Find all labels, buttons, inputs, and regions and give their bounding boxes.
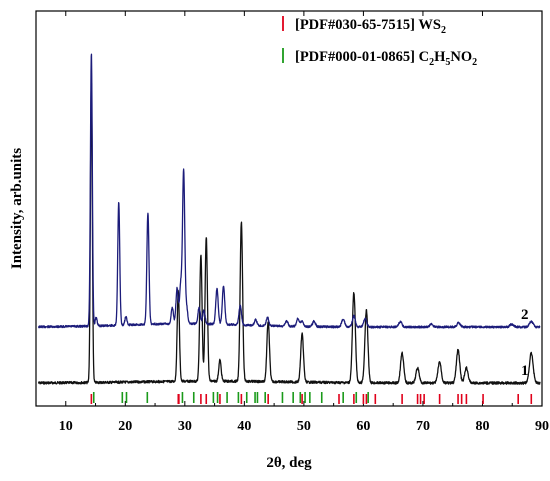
x-axis-label: 2θ, deg	[266, 455, 312, 471]
y-axis-label: Intensity, arb.units	[9, 148, 25, 269]
series-2-label: 2	[521, 307, 529, 323]
x-tick-label: 30	[178, 419, 192, 434]
series-1-line	[37, 82, 541, 385]
series-2-line	[37, 53, 541, 329]
x-tick-label: 90	[535, 419, 549, 434]
x-tick-label: 40	[237, 419, 251, 434]
x-tick-label: 50	[297, 419, 311, 434]
x-tick-label: 70	[416, 419, 430, 434]
plot-frame	[35, 10, 543, 407]
x-tick-label: 20	[118, 419, 132, 434]
legend-label: [PDF#000-01-0865] C2H5NO2	[295, 49, 477, 68]
x-tick-label: 10	[59, 419, 73, 434]
x-tick-label: 60	[356, 419, 370, 434]
legend-label: [PDF#030-65-7515] WS2	[295, 17, 446, 36]
series-1-label: 1	[521, 363, 529, 379]
x-tick-label: 80	[475, 419, 489, 434]
